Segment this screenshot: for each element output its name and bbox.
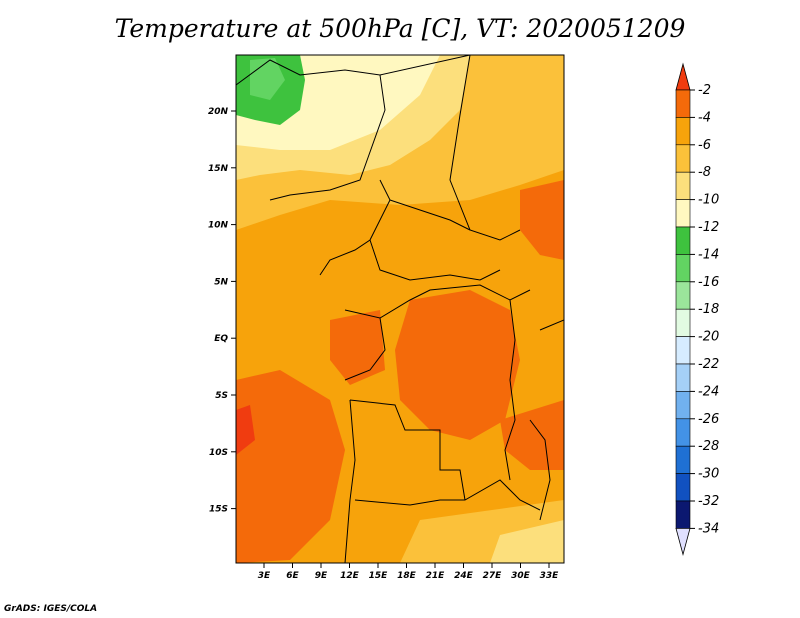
- colorbar-swatch: [675, 171, 691, 200]
- colorbar-swatch: [675, 500, 691, 529]
- field-cooler-south: [490, 520, 564, 563]
- border-angola-zambia: [354, 479, 541, 511]
- plot-title: Temperature at 500hPa [C], VT: 202005120…: [114, 14, 686, 43]
- temperature-field: [236, 55, 564, 563]
- colorbar-swatch: [675, 199, 691, 228]
- colorbar-label: -12: [698, 220, 719, 235]
- colorbar-swatch: [675, 117, 691, 146]
- border-angola-west: [344, 399, 356, 563]
- colorbar-swatch: [675, 281, 691, 310]
- colorbar-top-arrow: [675, 62, 691, 91]
- border-north: [236, 55, 471, 86]
- colorbar-swatch: [675, 254, 691, 283]
- colorbar-swatch: [675, 445, 691, 474]
- colorbar-label: -26: [698, 412, 719, 427]
- colorbar-swatch: [675, 144, 691, 173]
- border-drc-east: [504, 299, 516, 481]
- lon-label: 24E: [454, 571, 474, 581]
- lon-label: 9E: [315, 571, 328, 581]
- field-warm-congo: [395, 290, 520, 440]
- colorbar-swatch: [675, 473, 691, 502]
- country-borders: [236, 55, 564, 563]
- colorbar-swatch: [675, 363, 691, 392]
- colorbar-label: -34: [698, 521, 719, 536]
- lon-label: 3E: [258, 571, 271, 581]
- lat-label: 5N: [214, 277, 228, 287]
- lon-label: 21E: [426, 571, 446, 581]
- colorbar-swatch: [675, 336, 691, 365]
- field-warm-southwest: [236, 370, 345, 563]
- map-frame: [235, 54, 565, 564]
- colorbar-swatch: [675, 226, 691, 255]
- field-hot-southwest: [236, 405, 255, 455]
- field-warm-east: [520, 180, 564, 260]
- colorbar-label: -14: [698, 247, 719, 262]
- colorbar-label: -8: [698, 165, 711, 180]
- colorbar-label: -4: [698, 110, 711, 125]
- lat-label: EQ: [214, 334, 228, 344]
- border-east-africa: [539, 319, 564, 331]
- lon-label: 12E: [340, 571, 360, 581]
- border-chad-sudan: [449, 55, 521, 241]
- colorbar-label: -28: [698, 439, 719, 454]
- border-car: [369, 239, 501, 281]
- colorbar-label: -30: [698, 467, 719, 482]
- colorbar-swatch: [675, 418, 691, 447]
- border-tanzania: [529, 419, 551, 521]
- colorbar-label: -16: [698, 275, 719, 290]
- colorbar: -2 -4 -6 -8 -10 -12 -14 -16 -18 -20 -22 -24 -26 -28 -3…: [675, 62, 719, 556]
- colorbar-label: -18: [698, 302, 719, 317]
- lat-label: 20N: [208, 107, 229, 117]
- colorbar-label: -22: [698, 357, 719, 372]
- field-warm-gabon: [330, 310, 385, 385]
- lat-label: 5S: [215, 391, 228, 401]
- colorbar-swatch: [675, 89, 691, 118]
- lat-label: 10N: [208, 221, 229, 231]
- lon-label: 18E: [397, 571, 417, 581]
- border-angola-drc: [349, 399, 466, 501]
- colorbar-label: -32: [698, 494, 719, 509]
- border-nigeria-cameroon: [319, 179, 391, 276]
- colorbar-label: -2: [698, 83, 711, 98]
- colorbar-label: -24: [698, 384, 719, 399]
- lon-label: 27E: [483, 571, 503, 581]
- lon-label: 15E: [369, 571, 389, 581]
- colorbar-swatch: [675, 308, 691, 337]
- colorbar-label: -10: [698, 193, 719, 208]
- lat-label: 15N: [208, 164, 229, 174]
- lon-label: 33E: [540, 571, 560, 581]
- lat-label: 10S: [209, 448, 228, 458]
- lon-label: 30E: [511, 571, 531, 581]
- colorbar-label: -20: [698, 330, 719, 345]
- border-niger: [269, 74, 386, 201]
- map-axes: 3E 6E 9E 12E 15E 18E 21E 24E 27E 30E 33E 20N 15N 10N 5…: [208, 107, 559, 581]
- field-warm-lakes: [500, 400, 564, 470]
- border-gabon: [344, 317, 386, 381]
- lat-label: 15S: [209, 505, 228, 515]
- colorbar-bottom-arrow: [675, 528, 691, 556]
- grads-credit: GrADS: IGES/COLA: [4, 604, 98, 614]
- border-chad-car: [389, 199, 471, 231]
- colorbar-label: -6: [698, 138, 711, 153]
- lon-label: 6E: [286, 571, 299, 581]
- colorbar-swatch: [675, 391, 691, 420]
